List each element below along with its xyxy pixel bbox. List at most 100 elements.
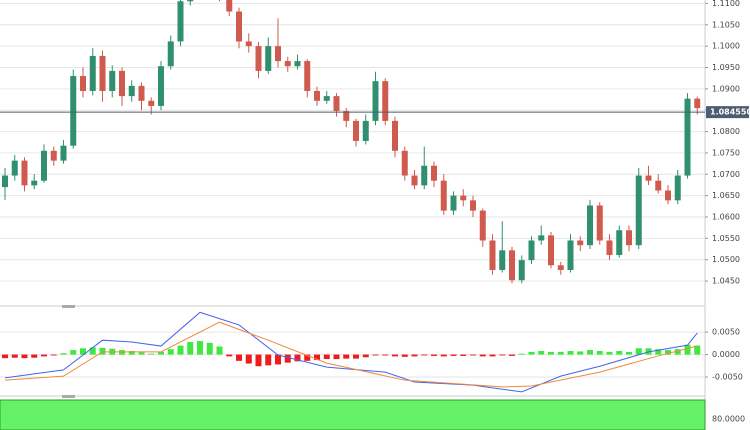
histogram-bar <box>655 349 662 355</box>
histogram-bar <box>684 344 691 355</box>
resize-handle[interactable] <box>62 395 75 398</box>
histogram-bar <box>538 350 545 355</box>
histogram-bar <box>177 345 184 355</box>
y-tick-label: 1.1000 <box>712 42 740 51</box>
candle-body <box>392 120 398 151</box>
histogram-bar <box>206 342 213 355</box>
histogram-bar <box>138 352 145 355</box>
histogram-bar <box>411 354 418 357</box>
histogram-bar <box>343 354 350 359</box>
histogram-bar <box>587 350 593 355</box>
histogram-bar <box>616 350 623 355</box>
candle-body <box>616 230 623 256</box>
histogram-bar <box>99 347 106 355</box>
candle-body <box>470 200 476 211</box>
histogram-bar <box>2 354 8 359</box>
histogram-bar <box>382 354 389 356</box>
y-tick-label: -0.0050 <box>712 373 743 382</box>
histogram-bar <box>158 351 164 355</box>
histogram-bar <box>187 341 194 355</box>
candle-body <box>674 175 681 201</box>
candle-body <box>645 175 652 181</box>
candle-body <box>362 120 369 141</box>
candle-body <box>431 165 437 181</box>
histogram-bar <box>245 354 252 364</box>
candle-body <box>158 66 164 106</box>
candle-body <box>148 100 155 106</box>
candle-body <box>421 165 428 186</box>
candle-body <box>518 260 525 281</box>
candle-body <box>538 235 545 241</box>
candle-body <box>323 96 330 101</box>
y-tick-label: 1.1100 <box>712 0 740 8</box>
candle-body <box>109 70 116 91</box>
y-tick-label: 1.0600 <box>712 213 740 222</box>
candle-body <box>177 1 184 42</box>
histogram-bar <box>479 354 486 357</box>
histogram-bar <box>606 351 613 355</box>
candle-body <box>587 205 593 246</box>
histogram-bar <box>440 354 447 357</box>
candle-body <box>255 46 262 71</box>
y-tick-label: 1.0500 <box>712 255 740 264</box>
candle-body <box>304 61 311 91</box>
histogram-bar <box>353 354 359 359</box>
candle-body <box>167 41 174 67</box>
y-tick-label: 1.1050 <box>712 20 740 29</box>
candle-body <box>606 240 613 256</box>
candle-body <box>275 46 281 62</box>
histogram-bar <box>255 354 262 367</box>
candle-body <box>2 175 8 188</box>
candle-body <box>11 160 18 176</box>
histogram-bar <box>323 354 330 360</box>
candle-body <box>265 46 272 71</box>
y-tick-label: 1.0950 <box>712 63 740 72</box>
candle-body <box>655 180 662 191</box>
candle-body <box>138 85 145 101</box>
candle-body <box>343 111 350 121</box>
histogram-bar <box>674 349 681 355</box>
candle-body <box>89 55 96 91</box>
resize-handle[interactable] <box>62 305 75 308</box>
candle-body <box>187 0 194 2</box>
candle-body <box>635 175 642 246</box>
candle-body <box>226 0 233 12</box>
candle-body <box>60 145 67 161</box>
histogram-bar <box>694 345 701 355</box>
y-tick-label: 1.0450 <box>712 277 740 286</box>
y-tick-label: 1.0700 <box>712 170 740 179</box>
candle-body <box>284 61 291 67</box>
candle-body <box>382 81 389 121</box>
histogram-bar <box>596 350 603 355</box>
histogram-bar <box>460 354 467 356</box>
current-price-label: 1.084550 <box>710 108 750 117</box>
candle-body <box>294 61 301 67</box>
y-tick-label: 1.0800 <box>712 127 740 136</box>
histogram-bar <box>21 354 28 359</box>
indicator-fill <box>0 399 706 430</box>
histogram-bar <box>60 353 67 355</box>
histogram-bar <box>50 354 57 356</box>
candle-body <box>567 240 574 270</box>
histogram-bar <box>499 354 506 356</box>
candle-body <box>401 150 408 176</box>
histogram-bar <box>450 354 457 356</box>
candle-body <box>41 150 47 181</box>
histogram-bar <box>314 354 320 360</box>
histogram-bar <box>392 354 398 357</box>
candle-body <box>596 205 603 241</box>
histogram-bar <box>294 354 301 362</box>
histogram-bar <box>236 354 242 361</box>
histogram-bar <box>372 354 379 356</box>
candle-body <box>21 160 28 186</box>
histogram-bar <box>518 353 525 355</box>
y-tick-label: 1.0650 <box>712 191 740 200</box>
histogram-bar <box>11 354 18 358</box>
candle-body <box>694 98 701 109</box>
histogram-bar <box>148 353 155 355</box>
histogram-bar <box>216 346 223 355</box>
histogram-bar <box>635 348 642 355</box>
current-price-box <box>706 106 749 119</box>
histogram-bar <box>557 351 564 355</box>
